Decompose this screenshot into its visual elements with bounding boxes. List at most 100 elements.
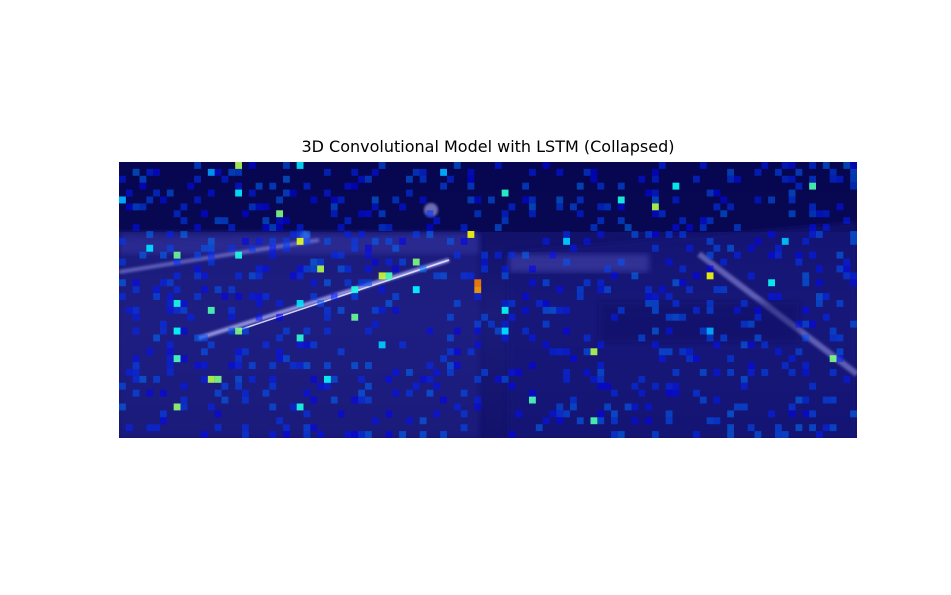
heatmap-cell-low <box>781 431 789 438</box>
heatmap-cell-low <box>754 431 762 438</box>
heatmap-cell-low <box>160 196 167 204</box>
heatmap-cell <box>378 341 386 349</box>
heatmap-cell-low <box>194 334 201 342</box>
heatmap-cell-low <box>392 244 400 252</box>
heatmap-cell-low <box>699 369 707 376</box>
heatmap-cell-low <box>529 389 536 397</box>
heatmap-cell-low <box>850 182 857 190</box>
heatmap-cell-low <box>392 196 400 204</box>
heatmap-cell-low <box>283 355 290 363</box>
heatmap-cell-low <box>276 196 283 204</box>
heatmap-plot-area <box>119 162 857 438</box>
heatmap-cell-low <box>563 306 570 314</box>
heatmap-cell-low <box>365 210 372 218</box>
heatmap-cell-low <box>713 369 721 376</box>
heatmap-cell-low <box>727 175 734 183</box>
heatmap-cell-low <box>829 175 837 183</box>
heatmap-cell-low <box>474 210 482 218</box>
heatmap-cell-low <box>242 210 249 218</box>
heatmap-cell-low <box>160 410 167 418</box>
heatmap-cell <box>672 182 680 190</box>
heatmap-cell-low <box>590 375 598 383</box>
heatmap-cell <box>235 189 242 197</box>
heatmap-cell-low <box>747 244 755 252</box>
heatmap-cell-low <box>385 224 393 231</box>
heatmap-cell-low <box>556 196 564 204</box>
heatmap-cell-low <box>542 162 550 169</box>
heatmap-cell <box>296 162 304 169</box>
heatmap-cell-low <box>583 334 591 342</box>
heatmap-cell-low <box>570 396 577 404</box>
heatmap-cell-low <box>125 203 133 211</box>
heatmap-cell-low <box>658 162 666 169</box>
heatmap-cell-low <box>611 410 618 418</box>
heatmap-cell-low <box>570 203 577 211</box>
heatmap-cell-low <box>556 410 564 418</box>
heatmap-cell-low <box>146 196 154 204</box>
heatmap-cell-low <box>597 410 605 418</box>
heatmap-cell-low <box>412 231 420 238</box>
heatmap-cell-low <box>132 168 140 176</box>
heatmap-cell-low <box>576 196 584 204</box>
heatmap-cell-low <box>419 196 427 204</box>
heatmap-cell-low <box>358 175 365 183</box>
heatmap-cell-low <box>706 334 714 342</box>
heatmap-cell-low <box>201 244 208 252</box>
heatmap-cell-low <box>385 375 393 383</box>
heatmap-cell-low <box>132 362 140 369</box>
heatmap-cell-low <box>201 431 208 438</box>
heatmap-cell-low <box>563 375 570 383</box>
heatmap-cell-low <box>501 300 509 307</box>
heatmap-cell-low <box>283 244 290 252</box>
heatmap-cell-low <box>269 431 277 438</box>
heatmap-cell-low <box>255 272 263 280</box>
heatmap-cell-low <box>508 369 516 376</box>
heatmap-cell-low <box>221 293 229 300</box>
heatmap-cell <box>173 355 181 363</box>
heatmap-cell-low <box>166 369 174 376</box>
heatmap-cell-low <box>727 369 734 376</box>
heatmap-cell-low <box>242 348 249 356</box>
heatmap-cell-low <box>829 424 837 432</box>
heatmap-cell-low <box>693 355 700 363</box>
heatmap-cell-low <box>693 431 700 438</box>
heatmap-cell-low <box>829 334 837 342</box>
heatmap-cell-low <box>665 327 673 335</box>
heatmap-cell-low <box>201 286 208 294</box>
heatmap-cell-low <box>706 300 714 307</box>
heatmap-cell-low <box>153 168 160 176</box>
heatmap-cell-low <box>740 375 748 383</box>
heatmap-cell-low <box>447 313 454 321</box>
heatmap-cell-low <box>303 265 311 273</box>
heatmap-cell-low <box>187 182 195 190</box>
heatmap-cell-low <box>235 272 242 280</box>
heatmap-cell-low <box>809 382 816 390</box>
heatmap-cell-low <box>679 348 687 356</box>
chart-title: 3D Convolutional Model with LSTM (Collap… <box>301 137 675 156</box>
heatmap-cell-low <box>351 293 359 300</box>
heatmap-cell-low <box>802 320 810 328</box>
heatmap-cell-low <box>652 210 659 218</box>
heatmap-cell <box>829 355 837 363</box>
heatmap-cell <box>207 375 215 383</box>
heatmap-cell-low <box>515 410 523 418</box>
heatmap-cell-low <box>508 382 516 390</box>
heatmap-cell-low <box>734 403 741 411</box>
heatmap-cell-low <box>474 403 482 411</box>
heatmap-cell-low <box>235 375 242 383</box>
heatmap-cell-low <box>706 217 714 225</box>
heatmap-cell-low <box>809 320 816 328</box>
heatmap-cell-low <box>180 203 188 211</box>
heatmap-cell <box>590 417 598 425</box>
heatmap-cell-low <box>788 196 796 204</box>
heatmap-cell-low <box>508 251 516 259</box>
heatmap-cell <box>501 189 509 197</box>
heatmap-cell-low <box>235 168 242 176</box>
heatmap-cell-low <box>481 313 488 321</box>
heatmap-cell-low <box>501 320 509 328</box>
heatmap-cell-low <box>734 224 741 231</box>
heatmap-cell-low <box>672 389 680 397</box>
heatmap-cell-low <box>214 217 222 225</box>
heatmap-cell-low <box>652 306 659 314</box>
heatmap-cell-low <box>652 196 659 204</box>
